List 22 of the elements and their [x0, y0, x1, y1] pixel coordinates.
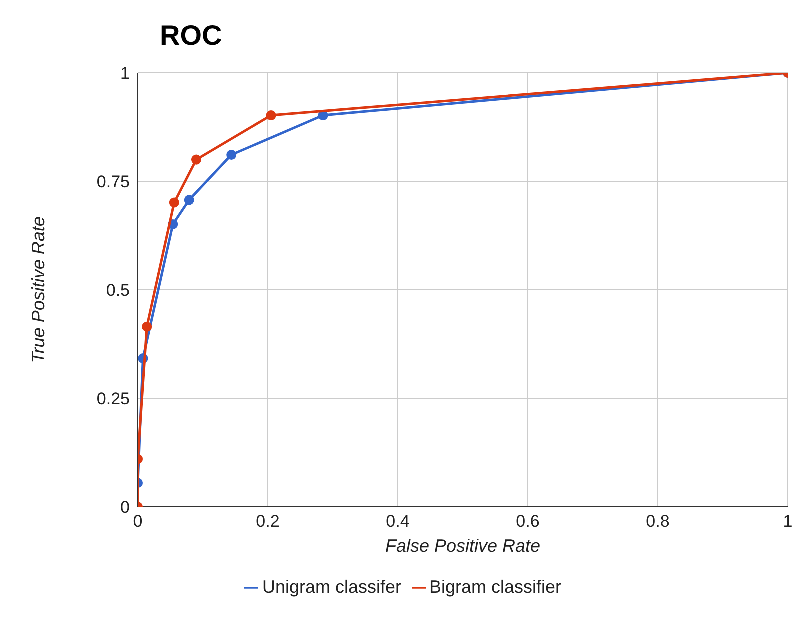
- x-tick-label: 0.6: [516, 512, 540, 532]
- legend-label: Unigram classifer: [262, 577, 402, 597]
- x-axis-title: False Positive Rate: [385, 536, 541, 556]
- legend-label: Bigram classifier: [430, 577, 562, 597]
- x-tick-label: 1: [783, 512, 793, 532]
- y-tick-label: 1: [120, 64, 130, 84]
- point: [169, 198, 180, 208]
- y-tick-label: 0.25: [96, 390, 130, 409]
- y-tick-label: 0.75: [96, 172, 130, 192]
- point: [184, 195, 194, 206]
- chart-title: ROC: [160, 20, 222, 52]
- y-tick-label: 0.5: [106, 281, 130, 300]
- point: [266, 110, 276, 121]
- x-tick-label: 0.2: [256, 512, 280, 532]
- x-tick-label: 0.4: [386, 512, 410, 532]
- point: [191, 154, 202, 165]
- point: [142, 322, 152, 332]
- x-tick-label: 0: [133, 512, 143, 532]
- y-axis-title: True Positive Rate: [28, 216, 48, 364]
- y-tick-label: 0: [120, 498, 130, 518]
- point: [226, 150, 237, 160]
- x-tick-label: 0.8: [646, 512, 670, 532]
